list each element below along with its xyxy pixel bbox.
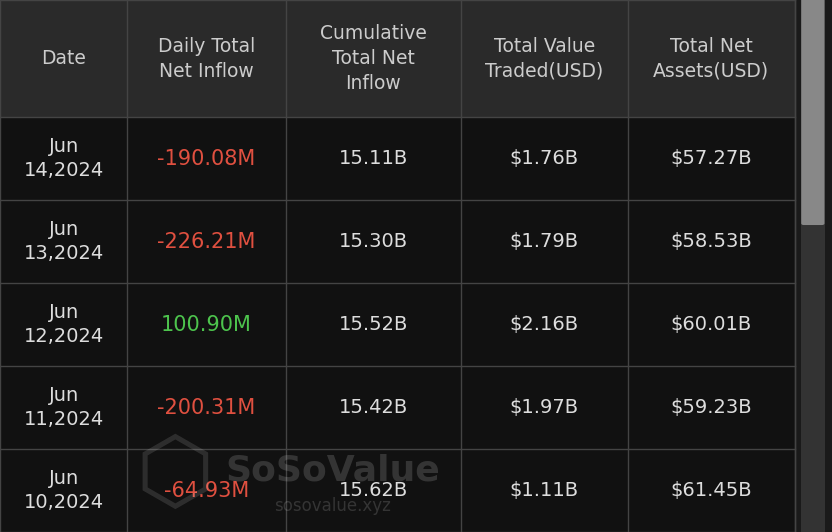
Text: 15.62B: 15.62B <box>339 481 408 500</box>
Text: $60.01B: $60.01B <box>671 315 752 334</box>
Bar <box>801 0 825 532</box>
Text: Daily Total
Net Inflow: Daily Total Net Inflow <box>158 37 255 80</box>
Text: sosovalue.xyz: sosovalue.xyz <box>275 497 391 516</box>
Text: Jun
12,2024: Jun 12,2024 <box>23 303 104 346</box>
Text: SoSoValue: SoSoValue <box>225 454 440 488</box>
Bar <box>0 449 795 532</box>
Text: 15.42B: 15.42B <box>339 398 408 417</box>
Text: $1.11B: $1.11B <box>510 481 579 500</box>
Text: -200.31M: -200.31M <box>157 397 255 418</box>
Text: Cumulative
Total Net
Inflow: Cumulative Total Net Inflow <box>320 24 427 93</box>
Text: -190.08M: -190.08M <box>157 148 255 169</box>
Text: $61.45B: $61.45B <box>671 481 752 500</box>
Bar <box>0 366 795 449</box>
Text: Jun
13,2024: Jun 13,2024 <box>23 220 104 263</box>
Text: $58.53B: $58.53B <box>671 232 752 251</box>
Text: $2.16B: $2.16B <box>510 315 579 334</box>
Text: -226.21M: -226.21M <box>157 231 255 252</box>
Bar <box>0 283 795 366</box>
Text: 15.11B: 15.11B <box>339 149 408 168</box>
Text: ⬡: ⬡ <box>136 432 214 520</box>
Text: 100.90M: 100.90M <box>161 314 252 335</box>
Text: Jun
10,2024: Jun 10,2024 <box>23 469 104 512</box>
Text: $1.76B: $1.76B <box>510 149 579 168</box>
Text: -64.93M: -64.93M <box>164 480 250 501</box>
Bar <box>0 117 795 200</box>
FancyBboxPatch shape <box>801 0 825 225</box>
Text: Total Value
Traded(USD): Total Value Traded(USD) <box>485 37 603 80</box>
Text: Jun
11,2024: Jun 11,2024 <box>23 386 104 429</box>
Text: Date: Date <box>41 49 86 68</box>
Bar <box>0 0 795 117</box>
Text: $1.97B: $1.97B <box>510 398 579 417</box>
Text: $59.23B: $59.23B <box>671 398 752 417</box>
Text: 15.52B: 15.52B <box>339 315 409 334</box>
Text: $1.79B: $1.79B <box>510 232 579 251</box>
Bar <box>0 200 795 283</box>
Text: Jun
14,2024: Jun 14,2024 <box>23 137 104 180</box>
Text: $57.27B: $57.27B <box>671 149 752 168</box>
Text: 15.30B: 15.30B <box>339 232 408 251</box>
Text: Total Net
Assets(USD): Total Net Assets(USD) <box>653 37 770 80</box>
